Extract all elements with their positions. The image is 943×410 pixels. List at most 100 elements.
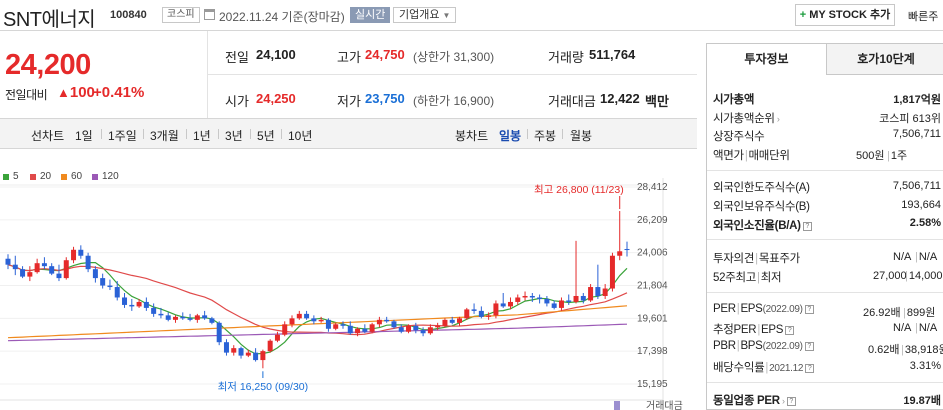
candle: [267, 339, 273, 353]
trade-unit-value: 1주: [890, 150, 908, 162]
period-1w[interactable]: 1주일: [108, 129, 137, 143]
market-badge: 코스피: [162, 7, 200, 23]
candle-body: [12, 264, 18, 270]
eps-label: EPS: [740, 303, 763, 315]
candle-body: [41, 263, 47, 267]
legend-swatch-ma60: [61, 174, 67, 180]
candle: [537, 294, 543, 304]
candle: [595, 264, 601, 299]
quick-search-link[interactable]: 빠른주: [908, 11, 939, 23]
tab-orderbook[interactable]: 호가10단계: [827, 44, 943, 75]
candle: [325, 318, 331, 332]
candle: [85, 252, 91, 273]
candle-body: [289, 318, 295, 325]
candle: [274, 331, 280, 343]
candle-body: [143, 301, 149, 308]
candle: [136, 298, 142, 308]
y-tick-label: 28,412: [637, 182, 668, 193]
candle-body: [216, 322, 222, 343]
candle-monthly[interactable]: 월봉: [570, 129, 593, 143]
rank-label: 시가총액순위: [713, 113, 775, 125]
candle-body: [49, 266, 55, 274]
company-name[interactable]: SNT에너지: [3, 9, 96, 31]
candle: [427, 324, 433, 335]
candle-body: [449, 319, 455, 323]
candle-body: [435, 325, 441, 328]
candle: [384, 316, 390, 323]
volume-bar: [614, 401, 620, 410]
period-3m[interactable]: 3개월: [150, 129, 179, 143]
candle-body: [602, 288, 608, 296]
tab-investment-info[interactable]: 투자정보: [707, 44, 827, 75]
candle: [209, 316, 215, 325]
candle: [289, 315, 295, 328]
candle-body: [486, 315, 492, 317]
eps-value: 899원: [906, 307, 936, 319]
divider: [707, 170, 943, 171]
period-5y[interactable]: 5년: [257, 129, 275, 143]
candle: [413, 322, 419, 334]
add-mystock-button[interactable]: + MY STOCK 추가: [795, 4, 895, 26]
high-value: 24,750: [365, 47, 405, 62]
candle: [49, 263, 55, 276]
candle-body: [158, 313, 164, 316]
upper-limit: (상한가 31,300): [413, 50, 495, 64]
ma-line-20: [7, 264, 628, 336]
change-value: ▲100: [57, 84, 95, 101]
est-per-value: N/A: [893, 322, 912, 334]
help-icon[interactable]: ?: [804, 305, 814, 314]
w52-high-value: 27,000: [873, 270, 907, 282]
help-icon[interactable]: ?: [785, 326, 795, 335]
help-icon[interactable]: ?: [802, 222, 812, 231]
plus-icon: +: [799, 9, 807, 21]
add-mystock-label: MY STOCK 추가: [809, 9, 891, 21]
candle-body: [573, 295, 579, 302]
realtime-button[interactable]: 실시간: [350, 7, 391, 23]
pbr-label: PBR: [713, 340, 736, 352]
period-10y[interactable]: 10년: [288, 129, 313, 143]
sector-per-label: 동일업종 PER: [713, 395, 780, 407]
volume-label: 거래대금: [646, 400, 683, 410]
change-label: 전일대비: [5, 88, 48, 102]
period-3y[interactable]: 3년: [225, 129, 243, 143]
pbr-year: (2022.09): [762, 341, 803, 352]
candle: [457, 316, 463, 326]
period-1y[interactable]: 1년: [193, 129, 211, 143]
candle-body: [92, 269, 98, 279]
divider: [207, 31, 208, 118]
candle: [617, 211, 623, 261]
candle-weekly[interactable]: 주봉: [534, 129, 557, 143]
candle: [20, 266, 26, 279]
target-price-label: 목표주가: [758, 253, 800, 265]
help-icon[interactable]: ?: [805, 364, 815, 373]
period-1d[interactable]: 1일: [75, 129, 93, 143]
candle-body: [588, 287, 594, 301]
divider: [527, 129, 528, 139]
candle-body: [202, 315, 208, 319]
candle-body: [398, 327, 404, 332]
foreign-hold-value: 193,664: [901, 199, 941, 211]
candle-body: [172, 316, 178, 320]
help-icon[interactable]: ?: [786, 397, 796, 406]
company-profile-dropdown[interactable]: 기업개요 ▼: [393, 7, 457, 23]
candle-body: [544, 298, 550, 304]
candle-daily[interactable]: 일봉: [499, 129, 522, 143]
candle: [41, 257, 47, 270]
opinion-value: N/A: [893, 251, 912, 263]
candle: [311, 315, 317, 325]
candle: [529, 293, 535, 302]
candle: [471, 303, 477, 314]
est-per-label: 추정PER: [713, 324, 757, 336]
candlestick-chart[interactable]: 28,412 26,209 24,006 21,804 19,601 17,398 15,1…: [0, 178, 697, 410]
reference-date: 2022.11.24 기준(장마감): [219, 10, 345, 24]
help-icon[interactable]: ?: [804, 342, 814, 351]
candle: [551, 300, 557, 310]
dividend-label: 배당수익률: [713, 362, 765, 374]
candle-body: [333, 324, 339, 329]
candle: [376, 316, 382, 328]
candle: [318, 316, 324, 323]
par-value: 500원: [856, 150, 885, 162]
candle: [515, 294, 521, 305]
info-divider: [208, 74, 697, 75]
legend-swatch-ma120: [92, 174, 98, 180]
